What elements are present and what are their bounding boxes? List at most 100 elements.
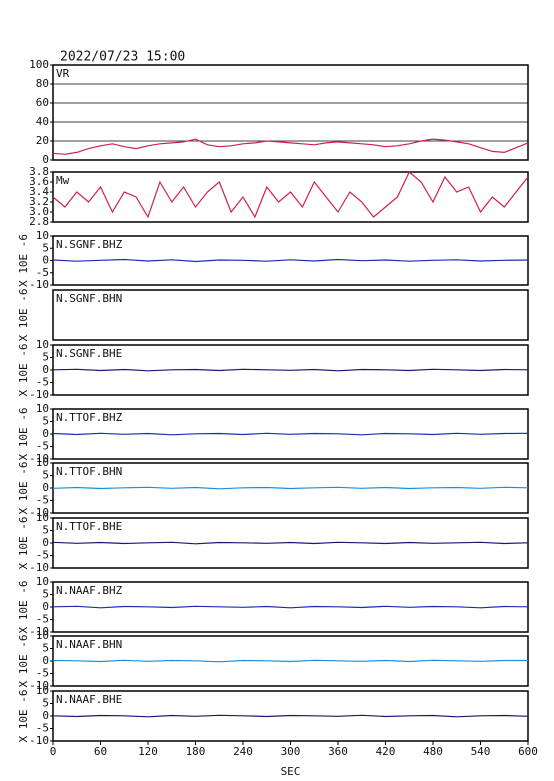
panel-label: N.NAAF.BHN (56, 638, 122, 651)
x-tick-label: 0 (50, 745, 57, 758)
data-line (52, 138, 529, 155)
y-axis-label: X 10E -6 (17, 234, 30, 287)
panel-frame (52, 289, 529, 341)
panel-label: N.TTOF.BHE (56, 520, 122, 533)
y-tick-label: 10 (36, 338, 49, 351)
y-tick-label: 5 (42, 588, 49, 601)
y-tick-label: 3.2 (29, 195, 49, 208)
y-axis-label: X 10E -6 (17, 344, 30, 397)
panel-label: N.TTOF.BHZ (56, 411, 123, 424)
y-axis-label: X 10E -6 (17, 517, 30, 570)
y-tick-label: -5 (36, 722, 49, 735)
y-tick-label: 0 (42, 427, 49, 440)
y-tick-label: 10 (36, 456, 49, 469)
data-line (52, 432, 529, 436)
x-tick-label: 240 (233, 745, 253, 758)
y-tick-label: 10 (36, 684, 49, 697)
y-tick-label: 10 (36, 511, 49, 524)
panel-label: VR (56, 67, 70, 80)
data-line (52, 368, 529, 372)
x-axis-label: SEC (281, 765, 301, 778)
panel-label: Mw (56, 174, 70, 187)
y-tick-label: -10 (29, 561, 49, 574)
y-tick-label: 5 (42, 524, 49, 537)
data-line (52, 714, 529, 718)
panel-frame (52, 171, 529, 223)
panel-label: N.NAAF.BHZ (56, 584, 123, 597)
y-tick-label: 5 (42, 642, 49, 655)
y-tick-label: 0 (42, 254, 49, 267)
x-tick-label: 360 (328, 745, 348, 758)
data-line (52, 659, 528, 663)
y-tick-label: 3.6 (29, 175, 49, 188)
y-tick-label: 0 (42, 536, 49, 549)
y-tick-label: -10 (29, 625, 49, 638)
y-tick-label: -5 (36, 266, 49, 279)
y-tick-label: 60 (36, 96, 49, 109)
panel-frame (52, 235, 529, 286)
y-tick-label: 0 (42, 709, 49, 722)
panel-label: N.SGNF.BHZ (56, 238, 123, 251)
y-tick-label: 0 (42, 363, 49, 376)
y-tick-label: 3.8 (29, 165, 49, 178)
x-tick-label: 120 (138, 745, 158, 758)
y-tick-label: -10 (29, 679, 49, 692)
y-tick-label: -10 (29, 734, 49, 747)
y-tick-label: -5 (36, 440, 49, 453)
x-tick-label: 480 (423, 745, 443, 758)
y-tick-label: 0 (42, 481, 49, 494)
data-line (52, 171, 529, 219)
y-tick-label: -5 (36, 549, 49, 562)
y-axis-label: X 10E -6 (17, 289, 30, 342)
y-tick-label: 0 (42, 600, 49, 613)
data-line (52, 605, 529, 609)
y-tick-label: -10 (29, 278, 49, 291)
panel-label: N.SGNF.BHN (56, 292, 122, 305)
y-tick-label: 80 (36, 77, 49, 90)
y-tick-label: 10 (36, 575, 49, 588)
panel-label: N.TTOF.BHN (56, 465, 122, 478)
y-tick-label: 10 (36, 402, 49, 415)
y-tick-label: 3.0 (29, 205, 49, 218)
y-tick-label: -5 (36, 667, 49, 680)
y-tick-label: 5 (42, 241, 49, 254)
y-tick-label: 10 (36, 629, 49, 642)
panel-frame (52, 64, 529, 161)
y-tick-label: 20 (36, 134, 49, 147)
y-tick-label: 100 (29, 58, 49, 71)
x-tick-label: 300 (281, 745, 301, 758)
data-line (52, 258, 529, 263)
panel-label: N.NAAF.BHE (56, 693, 122, 706)
y-tick-label: 3.4 (29, 185, 49, 198)
y-tick-label: 0 (42, 654, 49, 667)
y-tick-label: 40 (36, 115, 49, 128)
y-tick-label: -10 (29, 388, 49, 401)
y-tick-label: -5 (36, 613, 49, 626)
x-tick-label: 600 (518, 745, 538, 758)
x-tick-label: 420 (376, 745, 396, 758)
y-tick-label: 5 (42, 469, 49, 482)
x-tick-label: 60 (94, 745, 107, 758)
y-axis-label: X 10E -6 (17, 462, 30, 515)
y-tick-label: 5 (42, 697, 49, 710)
panel-label: N.SGNF.BHE (56, 347, 122, 360)
y-tick-label: 2.8 (29, 215, 49, 228)
x-tick-label: 540 (471, 745, 491, 758)
y-tick-label: 5 (42, 351, 49, 364)
data-line (52, 486, 529, 490)
y-axis-label: X 10E -6 (17, 581, 30, 634)
y-tick-label: -10 (29, 452, 49, 465)
y-tick-label: -10 (29, 506, 49, 519)
y-axis-label: X 10E -6 (17, 690, 30, 743)
y-axis-label: X 10E -6 (17, 408, 30, 461)
y-tick-label: -5 (36, 494, 49, 507)
chart-title: 2022/07/23 15:00 (60, 50, 185, 65)
y-tick-label: 0 (42, 153, 49, 166)
y-tick-label: 5 (42, 415, 49, 428)
data-line (52, 541, 529, 545)
x-tick-label: 180 (186, 745, 206, 758)
y-tick-label: 10 (36, 229, 49, 242)
y-axis-label: X 10E -6 (17, 635, 30, 688)
y-tick-label: -5 (36, 376, 49, 389)
